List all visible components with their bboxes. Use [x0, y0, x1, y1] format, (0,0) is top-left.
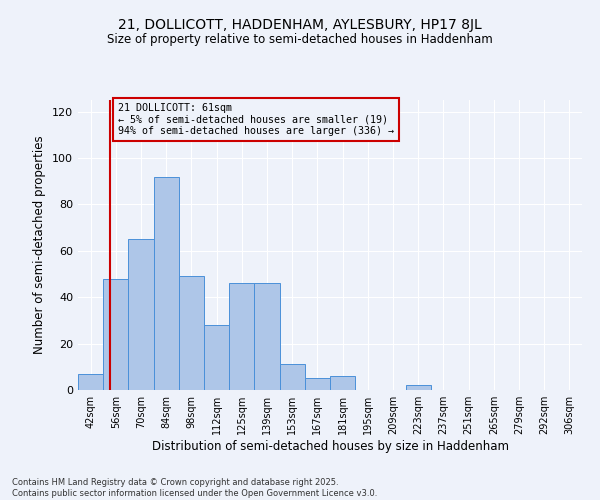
Bar	[330, 376, 355, 390]
Text: 21 DOLLICOTT: 61sqm
← 5% of semi-detached houses are smaller (19)
94% of semi-de: 21 DOLLICOTT: 61sqm ← 5% of semi-detache…	[118, 103, 394, 136]
Y-axis label: Number of semi-detached properties: Number of semi-detached properties	[34, 136, 46, 354]
Bar	[179, 276, 204, 390]
Bar	[305, 378, 330, 390]
Bar	[280, 364, 305, 390]
Bar	[128, 239, 154, 390]
Bar	[154, 176, 179, 390]
Bar	[103, 278, 128, 390]
Bar	[229, 284, 254, 390]
X-axis label: Distribution of semi-detached houses by size in Haddenham: Distribution of semi-detached houses by …	[151, 440, 509, 453]
Bar	[204, 325, 229, 390]
Text: Size of property relative to semi-detached houses in Haddenham: Size of property relative to semi-detach…	[107, 32, 493, 46]
Text: 21, DOLLICOTT, HADDENHAM, AYLESBURY, HP17 8JL: 21, DOLLICOTT, HADDENHAM, AYLESBURY, HP1…	[118, 18, 482, 32]
Bar	[254, 284, 280, 390]
Text: Contains HM Land Registry data © Crown copyright and database right 2025.
Contai: Contains HM Land Registry data © Crown c…	[12, 478, 377, 498]
Bar	[406, 386, 431, 390]
Bar	[78, 374, 103, 390]
